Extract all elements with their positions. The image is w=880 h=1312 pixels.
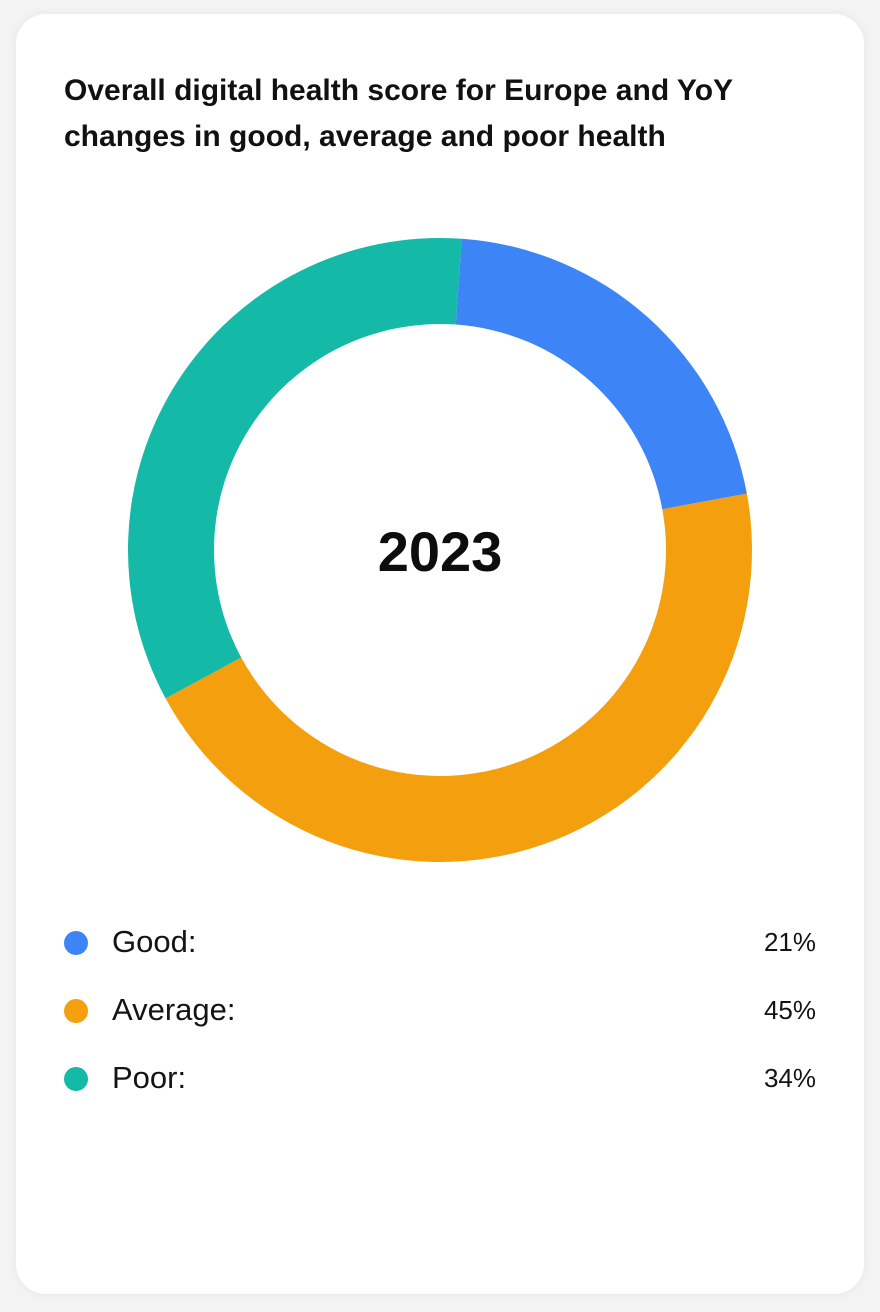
legend-item-good: Good: 21%: [64, 914, 816, 982]
legend-dot-average: [64, 999, 88, 1023]
center-year-label: 2023: [378, 520, 503, 583]
legend-item-poor: Poor: 34%: [64, 1050, 816, 1118]
donut-slice-poor: [127, 237, 462, 699]
legend-dot-poor: [64, 1067, 88, 1091]
donut-slice-average: [165, 493, 753, 863]
donut-chart: 2023: [127, 237, 753, 863]
legend-item-average: Average: 45%: [64, 982, 816, 1050]
legend-label-poor: Poor:: [112, 1060, 187, 1095]
legend-label-average: Average:: [112, 992, 236, 1027]
legend: Good: 21% Average: 45% Poor: 34%: [64, 914, 816, 1118]
donut-slice-good: [455, 238, 747, 510]
legend-value-poor: 34%: [763, 1063, 816, 1093]
legend-value-good: 21%: [763, 927, 816, 957]
legend-value-average: 45%: [763, 995, 816, 1025]
legend-label-good: Good:: [112, 924, 197, 959]
legend-dot-good: [64, 931, 88, 955]
donut-slices: [127, 237, 753, 863]
chart-card: Overall digital health score for Europe …: [16, 14, 864, 1294]
chart-title: Overall digital health score for Europe …: [64, 74, 733, 153]
